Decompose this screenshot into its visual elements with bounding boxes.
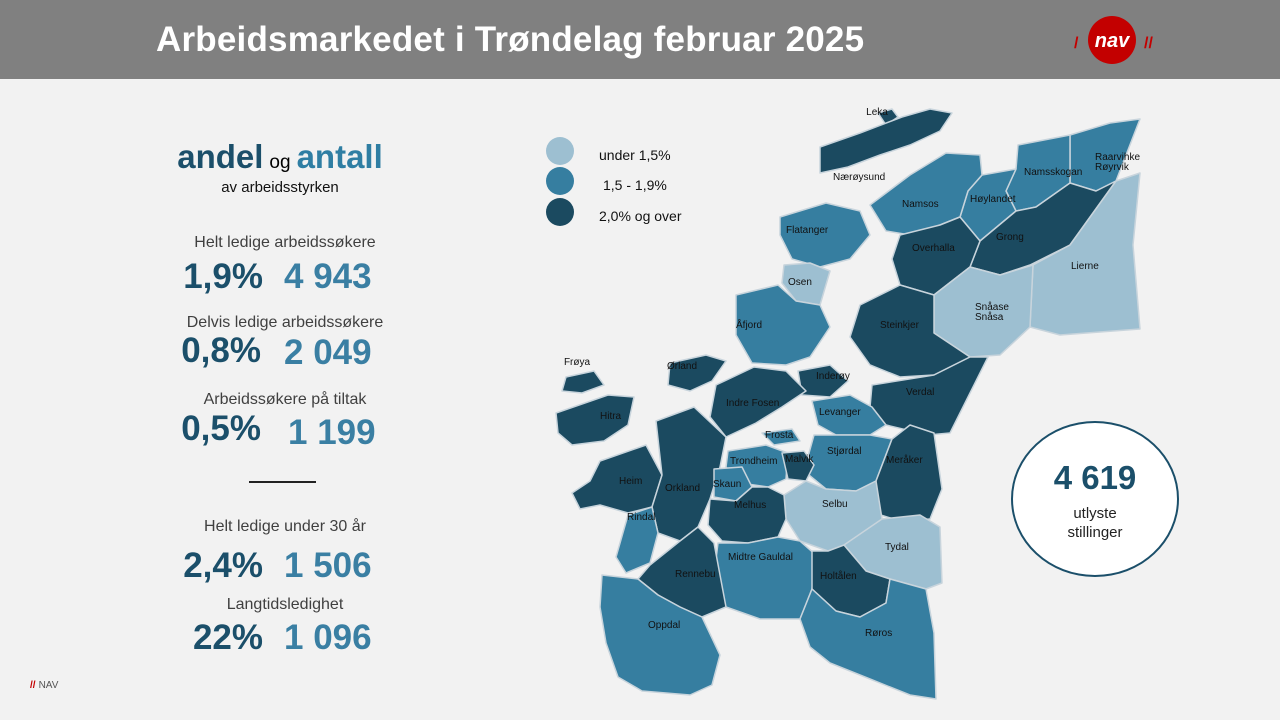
heading-og: og xyxy=(269,152,291,173)
map-label-verdal: Verdal xyxy=(906,387,934,398)
svg-text:/: / xyxy=(1074,35,1079,52)
stat-pct-langtid: 22% xyxy=(192,618,263,657)
heading-andel-antall: andel og antall xyxy=(0,138,560,176)
trondelag-map: Leka Nærøysund Raarvihke Røyrvik Namsskogan H… xyxy=(555,107,1141,700)
map-label-lierne: Lierne xyxy=(1071,261,1099,272)
map-label-fr-ya: Frøya xyxy=(564,357,591,368)
map-label-melhus: Melhus xyxy=(734,500,766,511)
region-flatanger xyxy=(779,202,871,268)
map-label-stj-rdal: Stjørdal xyxy=(827,446,861,457)
stat-count-delvis-ledige: 2 049 xyxy=(284,333,372,372)
map-label-namsos: Namsos xyxy=(902,199,939,210)
map-label-grong: Grong xyxy=(996,232,1024,243)
region-rland xyxy=(667,354,727,392)
map-label-namsskogan: Namsskogan xyxy=(1024,167,1082,178)
map-label-frosta: Frosta xyxy=(765,430,794,441)
map-label-selbu: Selbu xyxy=(822,499,848,510)
vacancies-label-1: utlyste xyxy=(1073,505,1117,522)
map-label-steinkjer: Steinkjer xyxy=(880,320,920,331)
map-label-n-r-ysund: Nærøysund xyxy=(833,172,885,183)
map-label-overhalla: Overhalla xyxy=(912,243,955,254)
region-fr-ya xyxy=(561,370,605,394)
map-label-levanger: Levanger xyxy=(819,407,861,418)
map-label-leka: Leka xyxy=(866,107,888,118)
footer-slashes: // xyxy=(30,680,36,691)
map-label-tydal: Tydal xyxy=(885,542,909,553)
vacancies-count: 4 619 xyxy=(1053,459,1137,496)
map-label-hitra: Hitra xyxy=(600,411,622,422)
stat-pct-under-30: 2,4% xyxy=(183,546,263,585)
region-indre-fosen xyxy=(709,366,807,438)
map-label-inder-y: Inderøy xyxy=(816,371,850,382)
map-label-orkland: Orkland xyxy=(665,483,700,494)
map-label-r-ros: Røros xyxy=(865,628,892,639)
region-frosta xyxy=(761,428,801,446)
vacancies-circle: 4 619 utlyste stillinger xyxy=(1011,421,1179,577)
header-bar xyxy=(0,0,1280,79)
legend-label-high: 2,0% og over xyxy=(599,208,682,224)
legend-swatch-low xyxy=(546,137,574,165)
stat-label-under-30: Helt ledige under 30 år xyxy=(204,518,366,535)
map-label-rland: Ørland xyxy=(667,361,697,372)
stat-pct-delvis-ledige: 0,8% xyxy=(181,331,261,370)
region-r-ros xyxy=(799,578,937,700)
stat-count-langtid: 1 096 xyxy=(284,618,372,657)
map-regions xyxy=(555,108,1141,700)
map-label-rindal: Rindal xyxy=(627,512,655,523)
map-label-h-ylandet: Høylandet xyxy=(970,194,1016,205)
region-midtre-gauldal xyxy=(713,536,817,620)
legend-label-mid: 1,5 - 1,9% xyxy=(603,177,667,193)
map-label-skaun: Skaun xyxy=(713,479,741,490)
region-leka xyxy=(877,108,899,126)
heading-antall: antall xyxy=(296,138,383,175)
vacancies-label-2: stillinger xyxy=(1067,524,1123,541)
region-heim xyxy=(571,444,663,514)
footer-text: NAV xyxy=(38,680,59,691)
region-levanger xyxy=(811,394,887,436)
stat-count-tiltak: 1 199 xyxy=(288,413,376,452)
heading-subtitle: av arbeidsstyrken xyxy=(221,179,339,196)
map-label-sna-ase-sna-sa: Snåase Snåsa xyxy=(975,301,1009,323)
map-label-mera-ker: Meråker xyxy=(886,454,923,466)
stat-pct-helt-ledige: 1,9% xyxy=(183,257,263,296)
footer: //NAV xyxy=(30,680,58,691)
nav-logo: / nav // xyxy=(1074,16,1153,64)
map-label-holta-len: Holtålen xyxy=(820,570,857,582)
map-label-osen: Osen xyxy=(788,277,812,288)
stat-label-langtid: Langtidsledighet xyxy=(226,596,344,613)
region-rindal xyxy=(615,506,659,574)
map-label-trondheim: Trondheim xyxy=(730,456,777,467)
heading-andel: andel xyxy=(177,138,264,175)
legend-swatch-mid xyxy=(546,167,574,195)
stat-label-helt-ledige: Helt ledige arbeidssøkere xyxy=(194,234,376,251)
region-namsos xyxy=(869,152,983,236)
region-oppdal xyxy=(599,574,721,696)
map-labels: Leka Nærøysund Raarvihke Røyrvik Namsskogan H… xyxy=(564,107,1141,639)
map-label-indre-fosen: Indre Fosen xyxy=(726,398,779,409)
divider xyxy=(249,481,316,483)
map-label-oppdal: Oppdal xyxy=(648,620,680,631)
map-label-a-fjord: Åfjord xyxy=(736,318,762,331)
region-malvik xyxy=(781,450,815,482)
legend-swatch-high xyxy=(546,198,574,226)
stat-count-helt-ledige: 4 943 xyxy=(284,257,372,296)
svg-text:nav: nav xyxy=(1095,30,1131,52)
region-n-r-ysund xyxy=(819,108,953,174)
stat-count-under-30: 1 506 xyxy=(284,546,372,585)
svg-text://: // xyxy=(1144,35,1153,52)
map-label-flatanger: Flatanger xyxy=(786,225,829,236)
stat-label-delvis-ledige: Delvis ledige arbeidssøkere xyxy=(186,314,384,331)
map-label-raarvihke-r-yrvik: Raarvihke Røyrvik xyxy=(1095,152,1140,173)
region-hitra xyxy=(555,394,635,446)
map-label-midtre-gauldal: Midtre Gauldal xyxy=(728,552,793,563)
map-label-heim: Heim xyxy=(619,476,642,487)
legend-label-low: under 1,5% xyxy=(599,147,671,163)
page-title: Arbeidsmarkedet i Trøndelag februar 2025 xyxy=(156,20,865,59)
stat-pct-tiltak: 0,5% xyxy=(181,409,261,448)
region-a-fjord xyxy=(735,284,831,366)
map-label-rennebu: Rennebu xyxy=(675,569,716,580)
stat-label-tiltak: Arbeidssøkere på tiltak xyxy=(203,391,367,408)
map-label-malvik: Malvik xyxy=(785,454,814,465)
region-melhus xyxy=(707,486,787,544)
